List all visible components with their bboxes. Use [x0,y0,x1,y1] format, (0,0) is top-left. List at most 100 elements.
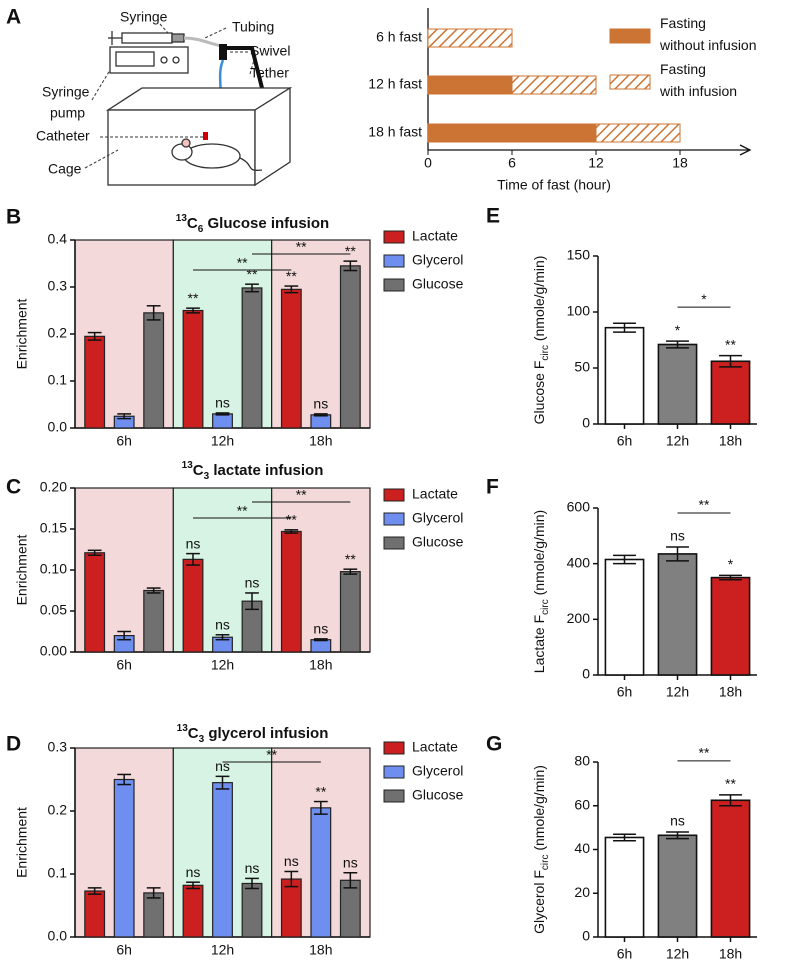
legend-swatch [383,536,405,550]
diagram-label: pump [50,105,85,121]
error-bar [666,546,689,562]
legend-label-line: Fasting [660,61,706,77]
bar [280,878,302,938]
error-bar [186,307,200,314]
chart-title-part: 13 [177,723,189,734]
y-tick-label: 80 [574,753,590,769]
panel-label: C [6,476,21,499]
bar [280,530,302,653]
error-bar [313,800,328,815]
x-tick-label: 0 [424,155,432,171]
legend-swatch [609,74,651,90]
chart-title-part: Glucose infusion [203,215,329,232]
error-bar [146,587,161,594]
diagram-label: Catheter [36,128,90,144]
diagram-label: Swivel [250,43,290,59]
error-bar [215,412,230,416]
y-tick-label: 0 [582,415,590,431]
significance-label: ns [186,864,201,880]
legend-label: Lactate [412,486,458,502]
significance-label: ns [313,621,328,637]
y-tick-label: 0.10 [40,561,67,577]
x-tick-label: 6h [116,942,132,958]
y-axis-label: Enrichment [14,534,30,605]
error-bar [313,413,328,417]
error-bar [117,773,132,786]
y-tick-label: 0.1 [48,865,68,881]
bar [710,799,751,938]
y-tick-label: 0.1 [48,372,68,388]
diagram-label: Tubing [232,19,274,35]
bar [280,288,302,429]
bar [339,571,361,653]
bar [604,558,645,676]
fast-segment [427,28,513,48]
error-bar [343,871,358,889]
x-tick-label: 18h [719,684,742,700]
fast-segment [595,123,681,143]
legend-swatch [383,254,405,268]
significance-label: ** [345,243,356,259]
bar [84,335,106,429]
significance-label: ** [725,776,736,792]
y-tick-label: 400 [567,554,591,570]
bar [182,309,204,429]
x-tick-label: 18h [309,433,332,449]
y-tick-label: 0.0 [48,419,68,435]
bar [339,265,361,429]
significance-label: ** [315,783,326,799]
significance-label: ** [725,336,736,352]
x-tick-label: 18h [719,433,742,449]
bar [84,552,106,653]
panel-label: G [486,733,502,756]
y-tick-label: 0.15 [40,520,67,536]
legend-swatch [383,230,405,244]
y-axis-label-part: Glycerol F [531,870,547,934]
legend-label: Glucose [412,276,464,292]
error-bar [719,574,742,581]
legend-label: Glucose [412,534,464,550]
significance-label: ** [296,239,307,255]
y-axis-label: Lactate Fcirc (nmole/g/min) [531,510,551,673]
error-bar [666,831,689,840]
error-bar [245,283,259,293]
diagram-label: Syringe [42,84,90,100]
error-bar [613,554,636,565]
chart-title-part: 13 [182,460,194,471]
legend-swatch [383,488,405,502]
error-bar [245,877,259,890]
significance-label: ** [699,497,710,513]
bar [241,287,263,429]
error-bar [87,549,102,556]
legend-swatch [383,741,405,755]
chart-title-part: lactate infusion [209,462,323,479]
bar [84,890,106,938]
x-tick-label: 6h [617,433,633,449]
chart-title-part: 3 [199,734,205,745]
significance-label: ns [245,575,260,591]
y-axis-label: Glucose Fcirc (nmole/g/min) [531,256,551,425]
y-axis-label: Enrichment [14,298,30,369]
significance-label: ns [215,395,230,411]
y-tick-label: 50 [574,359,590,375]
error-bar [284,529,299,534]
bar [143,589,165,653]
bar [710,576,751,676]
error-bar [284,285,299,294]
y-tick-label: 40 [574,840,590,856]
y-tick-label: 0.2 [48,325,68,341]
legend-swatch [383,765,405,779]
legend-label-line: with infusion [659,83,737,99]
y-tick-label: 600 [567,499,591,515]
legend-label: Fasting without infusion [659,15,757,53]
panel-label: B [6,206,21,229]
significance-label: ** [699,745,710,761]
bar [657,343,698,425]
bar [182,558,204,653]
error-bar [87,331,102,341]
error-bar [245,592,259,611]
error-bar [343,260,358,272]
chart-title-part: 13 [176,213,188,224]
